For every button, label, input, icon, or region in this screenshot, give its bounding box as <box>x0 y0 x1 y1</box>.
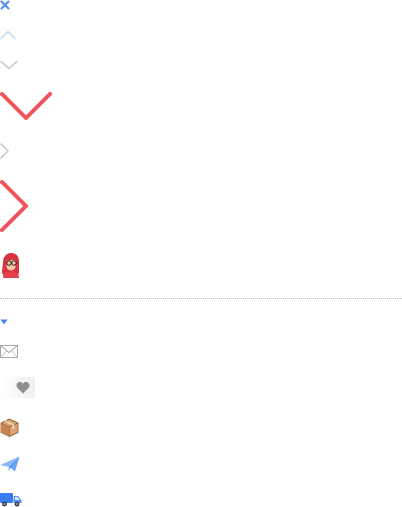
chevron-up-icon[interactable] <box>0 30 16 40</box>
chevron-down-large-icon[interactable] <box>0 92 52 122</box>
dotted-divider <box>0 298 402 299</box>
avatar-icon <box>0 252 22 278</box>
caret-down-icon[interactable] <box>0 319 8 325</box>
paper-plane-icon <box>0 456 20 472</box>
chevron-down-icon[interactable] <box>0 60 18 70</box>
truck-icon <box>0 492 22 507</box>
mail-icon[interactable] <box>0 345 18 358</box>
chevron-right-icon[interactable] <box>0 143 10 159</box>
close-icon[interactable] <box>0 0 10 10</box>
heart-icon <box>16 381 30 394</box>
favorite-button[interactable] <box>0 377 35 398</box>
chevron-right-large-icon[interactable] <box>0 180 30 232</box>
package-icon <box>0 418 19 437</box>
